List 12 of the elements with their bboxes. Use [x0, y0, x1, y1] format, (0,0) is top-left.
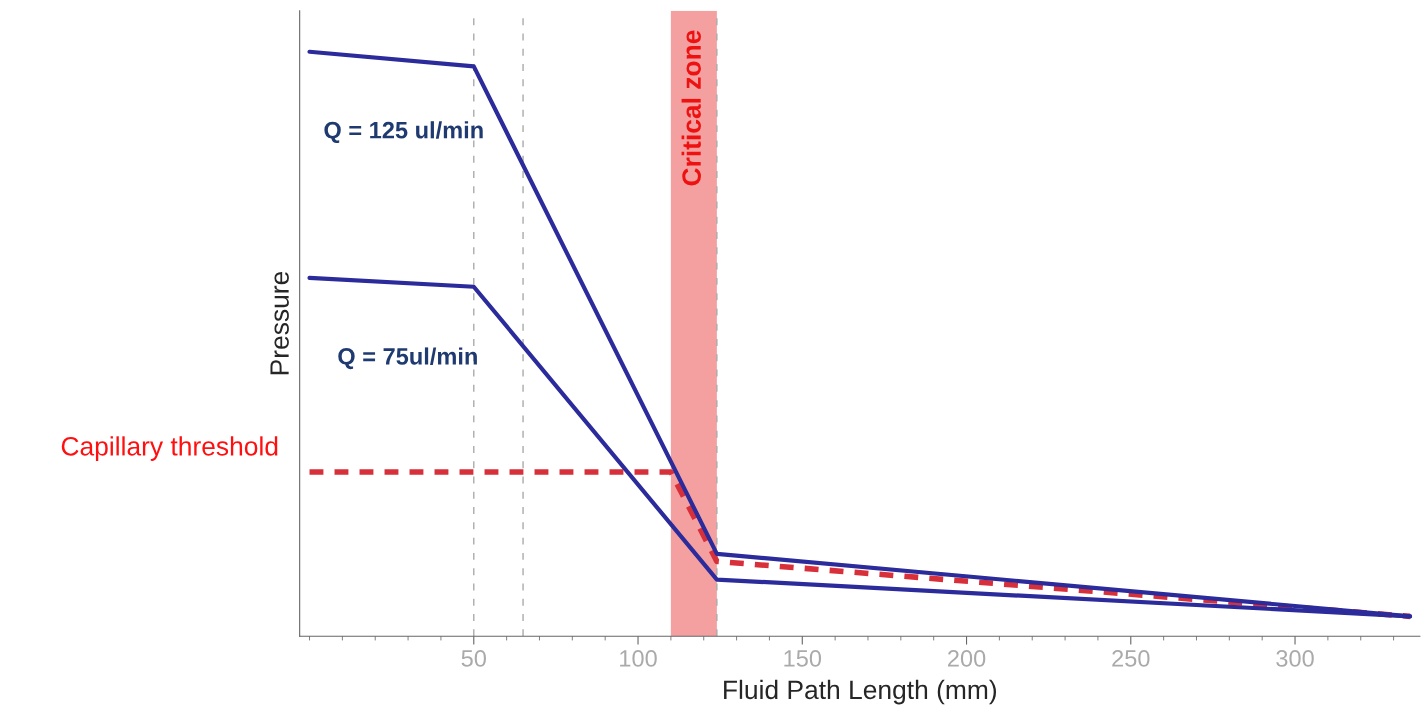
x-tick-label: 200 — [948, 650, 986, 667]
series-label: Q = 125 ul/min — [324, 121, 483, 143]
x-tick-label: 100 — [620, 650, 657, 667]
series-label: Q = 75ul/min — [338, 347, 477, 370]
x-tick-label: 250 — [1112, 650, 1150, 667]
series-label: Capillary threshold — [61, 436, 278, 461]
x-tick-label: 300 — [1276, 650, 1314, 667]
band-label: Critical zone — [681, 30, 701, 186]
x-tick-label: 150 — [784, 650, 822, 667]
x-tick-label: 50 — [461, 650, 486, 667]
x-axis-title: Fluid Path Length (mm) — [724, 679, 996, 705]
y-axis-title: Pressure — [270, 271, 289, 375]
